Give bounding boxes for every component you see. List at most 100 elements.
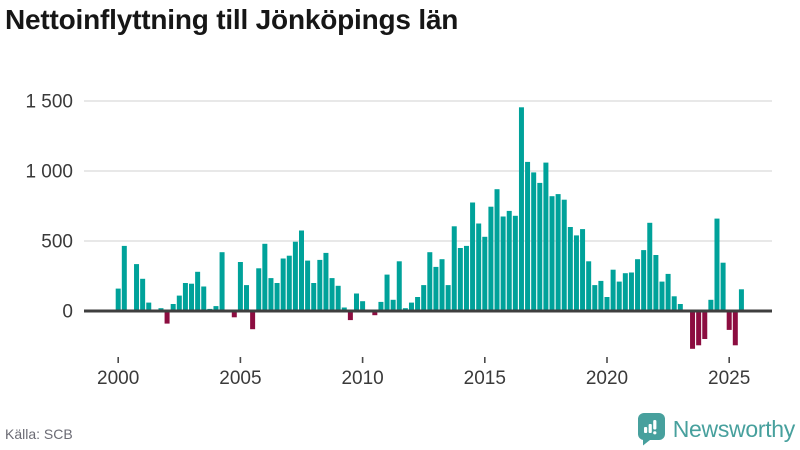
- bar-2004-Q1: [213, 306, 219, 311]
- bar-2019-Q3: [592, 285, 598, 311]
- bar-2005-Q2: [244, 285, 250, 311]
- bar-2008-Q2: [317, 259, 323, 311]
- bar-2012-Q3: [421, 285, 427, 311]
- x-tick-label: 2000: [97, 368, 139, 389]
- bar-2003-Q2: [195, 271, 201, 311]
- bar-2015-Q2: [488, 206, 494, 311]
- bar-2004-Q2: [219, 252, 225, 311]
- bar-2018-Q4: [573, 235, 579, 311]
- bar-2024-Q1: [702, 311, 708, 339]
- bar-2013-Q3: [445, 285, 451, 311]
- y-tick-label: 500: [41, 232, 73, 253]
- bar-2016-Q1: [506, 210, 512, 311]
- bar-2015-Q1: [482, 236, 488, 311]
- bar-2012-Q4: [427, 252, 433, 311]
- bar-2002-Q1: [164, 311, 170, 324]
- bar-2003-Q3: [201, 286, 207, 311]
- bar-2022-Q2: [659, 281, 665, 311]
- bar-2011-Q2: [390, 299, 396, 311]
- bar-2017-Q1: [531, 172, 537, 311]
- bar-2016-Q4: [525, 161, 531, 311]
- y-tick-label: 0: [62, 302, 73, 323]
- bar-2014-Q4: [476, 223, 482, 311]
- x-tick-label: 2005: [219, 368, 261, 389]
- bar-2017-Q3: [543, 162, 549, 311]
- bar-2013-Q2: [439, 259, 445, 311]
- bar-2023-Q1: [677, 304, 683, 311]
- bar-2000-Q1: [115, 288, 121, 311]
- bar-2010-Q4: [378, 301, 384, 311]
- x-tick-label: 2015: [464, 368, 506, 389]
- bar-2000-Q2: [121, 245, 127, 311]
- bar-2020-Q2: [610, 269, 616, 311]
- bar-2013-Q1: [433, 266, 439, 311]
- bar-2008-Q4: [329, 278, 335, 311]
- bar-2022-Q1: [653, 255, 659, 311]
- bar-2012-Q1: [408, 302, 414, 311]
- bar-2024-Q4: [720, 262, 726, 311]
- bar-2002-Q4: [182, 283, 188, 311]
- bar-2009-Q4: [353, 293, 359, 311]
- bar-2022-Q4: [671, 296, 677, 311]
- bar-2017-Q4: [549, 196, 555, 311]
- bar-2024-Q2: [708, 299, 714, 311]
- bar-2012-Q2: [415, 297, 421, 311]
- bar-2011-Q3: [396, 261, 402, 311]
- bar-2021-Q3: [641, 250, 647, 311]
- y-tick-label: 1 500: [25, 92, 73, 113]
- bar-2020-Q4: [622, 273, 628, 311]
- bar-2019-Q1: [580, 229, 586, 311]
- bar-2000-Q4: [134, 264, 140, 311]
- newsworthy-bubble-icon: [637, 413, 665, 446]
- bar-2006-Q1: [262, 243, 268, 311]
- bar-2014-Q1: [457, 248, 463, 311]
- bar-2025-Q3: [738, 289, 744, 311]
- bar-2023-Q3: [690, 311, 696, 349]
- bar-2009-Q2: [341, 307, 347, 311]
- bar-2021-Q2: [635, 259, 641, 311]
- x-tick-label: 2025: [708, 368, 750, 389]
- bar-2019-Q4: [598, 280, 604, 311]
- bar-2006-Q2: [268, 278, 274, 311]
- bar-2018-Q3: [567, 227, 573, 311]
- bar-2020-Q3: [616, 281, 622, 311]
- bar-2006-Q3: [274, 283, 280, 311]
- bar-2015-Q4: [500, 216, 506, 311]
- bar-2006-Q4: [280, 258, 286, 311]
- bar-2015-Q3: [494, 189, 500, 311]
- y-tick-label: 1 000: [25, 162, 73, 183]
- bar-2022-Q3: [665, 273, 671, 311]
- bar-2009-Q3: [347, 311, 353, 321]
- bar-2005-Q1: [237, 262, 243, 311]
- bar-2019-Q2: [586, 261, 592, 311]
- bar-2010-Q1: [360, 301, 366, 311]
- bar-2010-Q3: [372, 311, 378, 316]
- bar-2014-Q3: [470, 202, 476, 311]
- bar-2014-Q2: [463, 245, 469, 311]
- bar-2013-Q4: [451, 226, 457, 311]
- bar-2023-Q4: [696, 311, 702, 346]
- bar-2025-Q2: [732, 311, 738, 346]
- newsworthy-logo: Newsworthy: [636, 412, 795, 446]
- bar-2009-Q1: [335, 285, 341, 311]
- bar-2001-Q1: [140, 278, 146, 311]
- bar-2007-Q4: [305, 260, 311, 311]
- bar-2018-Q1: [555, 194, 561, 311]
- bar-2001-Q2: [146, 302, 152, 311]
- bar-2017-Q2: [537, 182, 543, 311]
- bar-2005-Q3: [250, 311, 256, 330]
- bar-2005-Q4: [256, 268, 262, 311]
- bar-2018-Q2: [561, 199, 567, 311]
- bar-2004-Q4: [231, 311, 237, 318]
- source-label: Källa: SCB: [5, 426, 73, 442]
- bar-2002-Q3: [176, 295, 182, 311]
- bar-2007-Q3: [299, 230, 304, 311]
- bar-2016-Q3: [518, 107, 524, 311]
- bar-2016-Q2: [512, 215, 518, 311]
- bar-2007-Q1: [286, 255, 292, 311]
- bar-2021-Q1: [628, 272, 634, 311]
- chart-title: Nettoinflyttning till Jönköpings län: [5, 4, 459, 35]
- bar-2007-Q2: [292, 241, 298, 311]
- bar-2021-Q4: [647, 222, 653, 311]
- bar-2025-Q1: [726, 311, 732, 330]
